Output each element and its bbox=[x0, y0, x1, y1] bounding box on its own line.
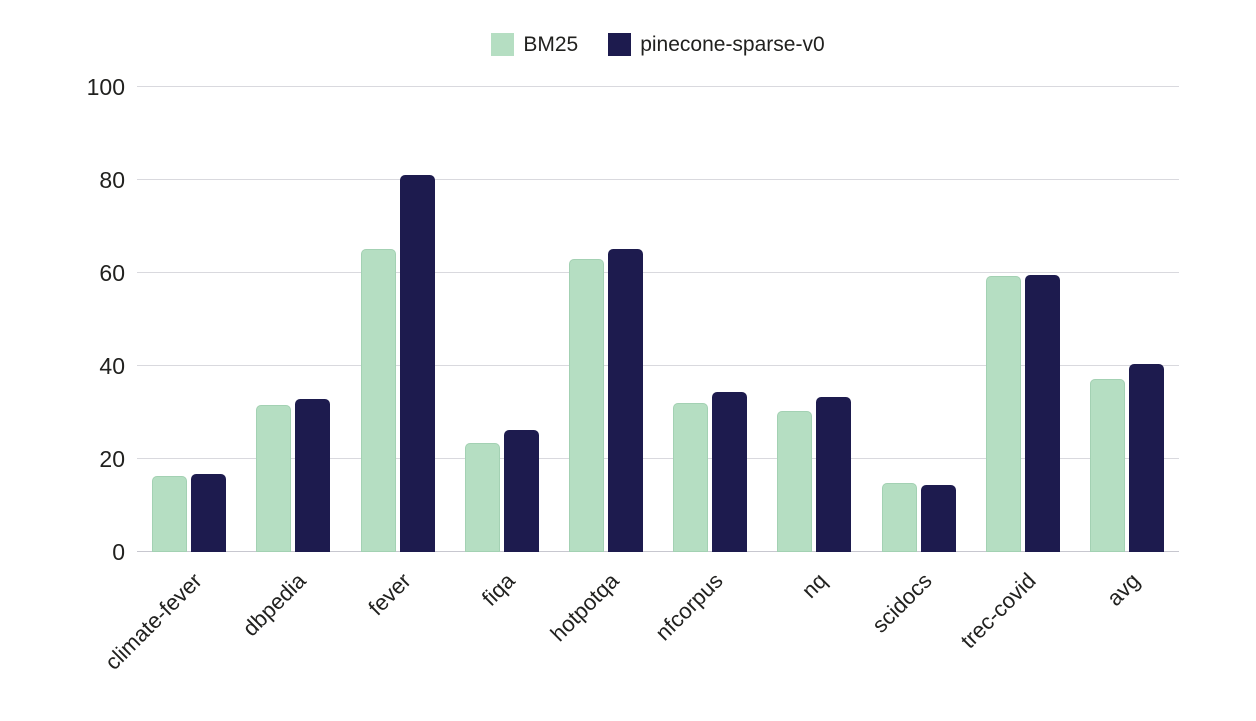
bar-pinecone-sparse-v0-dbpedia bbox=[295, 399, 331, 552]
gridline-100 bbox=[137, 86, 1179, 87]
x-tick-label-hotpotqa: hotpotqa bbox=[545, 568, 624, 647]
bar-pinecone-sparse-v0-fever bbox=[399, 175, 435, 552]
bar-bm25-scidocs bbox=[881, 482, 917, 552]
bar-group-avg bbox=[1075, 87, 1179, 552]
x-tick-label-nfcorpus: nfcorpus bbox=[650, 568, 728, 646]
plot-area bbox=[137, 86, 1179, 552]
y-tick-label-100: 100 bbox=[86, 74, 125, 100]
x-tick-label-dbpedia: dbpedia bbox=[237, 568, 311, 642]
bar-group-trec-covid bbox=[971, 87, 1075, 552]
bar-bm25-fiqa bbox=[464, 442, 500, 552]
bar-bm25-fever bbox=[360, 249, 396, 552]
legend: BM25 pinecone-sparse-v0 bbox=[137, 30, 1179, 58]
bar-pinecone-sparse-v0-hotpotqa bbox=[607, 248, 643, 552]
gridline-80 bbox=[137, 179, 1179, 180]
gridline-60 bbox=[137, 272, 1179, 273]
gridline-40 bbox=[137, 365, 1179, 366]
bar-group-climate-fever bbox=[137, 87, 241, 552]
gridline-20 bbox=[137, 458, 1179, 459]
bar-bm25-avg bbox=[1089, 378, 1125, 552]
bar-pinecone-sparse-v0-avg bbox=[1128, 363, 1164, 552]
x-axis: climate-fever dbpedia fever fiqa hotpotqa nfc… bbox=[100, 552, 1179, 721]
bar-bm25-nfcorpus bbox=[673, 402, 709, 552]
x-tick-label-scidocs: scidocs bbox=[866, 568, 937, 638]
bar-bm25-hotpotqa bbox=[568, 259, 604, 552]
legend-swatch-pinecone-sparse-v0-icon bbox=[608, 32, 632, 56]
bar-pinecone-sparse-v0-climate-fever bbox=[191, 474, 227, 552]
x-tick-label-nq: nq bbox=[796, 568, 832, 603]
x-tick-label-avg: avg bbox=[1101, 568, 1145, 611]
bar-pinecone-sparse-v0-trec-covid bbox=[1024, 274, 1060, 552]
y-tick-label-20: 20 bbox=[99, 446, 125, 472]
x-tick-label-fiqa: fiqa bbox=[476, 568, 520, 611]
bar-group-fever bbox=[345, 87, 449, 552]
y-tick-label-60: 60 bbox=[99, 260, 125, 286]
y-tick-label-0: 0 bbox=[112, 539, 125, 565]
bar-group-nfcorpus bbox=[658, 87, 762, 552]
x-tick-label-trec-covid: trec-covid bbox=[955, 568, 1041, 654]
bar-pinecone-sparse-v0-fiqa bbox=[503, 429, 539, 552]
legend-item-pinecone-sparse-v0: pinecone-sparse-v0 bbox=[608, 32, 825, 56]
y-tick-label-80: 80 bbox=[99, 167, 125, 193]
x-tick-label-climate-fever: climate-fever bbox=[100, 568, 207, 675]
bar-bm25-dbpedia bbox=[256, 404, 292, 552]
bar-group-hotpotqa bbox=[554, 87, 658, 552]
gridline-0 bbox=[137, 551, 1179, 552]
legend-item-bm25: BM25 bbox=[491, 32, 579, 56]
bar-group-dbpedia bbox=[241, 87, 345, 552]
bar-groups bbox=[137, 87, 1179, 552]
x-tick-label-fever: fever bbox=[362, 568, 416, 621]
bar-bm25-trec-covid bbox=[985, 276, 1021, 552]
bar-group-scidocs bbox=[866, 87, 970, 552]
bar-pinecone-sparse-v0-scidocs bbox=[920, 484, 956, 552]
bar-bm25-climate-fever bbox=[152, 475, 188, 552]
legend-label-pinecone-sparse-v0: pinecone-sparse-v0 bbox=[640, 32, 825, 56]
legend-label-bm25: BM25 bbox=[523, 32, 579, 56]
legend-swatch-bm25-icon bbox=[491, 32, 515, 56]
gridlines bbox=[137, 86, 1179, 552]
y-tick-label-40: 40 bbox=[99, 353, 125, 379]
bar-pinecone-sparse-v0-nq bbox=[816, 396, 852, 552]
bar-bm25-nq bbox=[777, 410, 813, 552]
y-axis: 0 20 40 60 80 100 bbox=[0, 75, 125, 564]
bar-pinecone-sparse-v0-nfcorpus bbox=[712, 391, 748, 552]
bar-group-nq bbox=[762, 87, 866, 552]
bar-group-fiqa bbox=[450, 87, 554, 552]
